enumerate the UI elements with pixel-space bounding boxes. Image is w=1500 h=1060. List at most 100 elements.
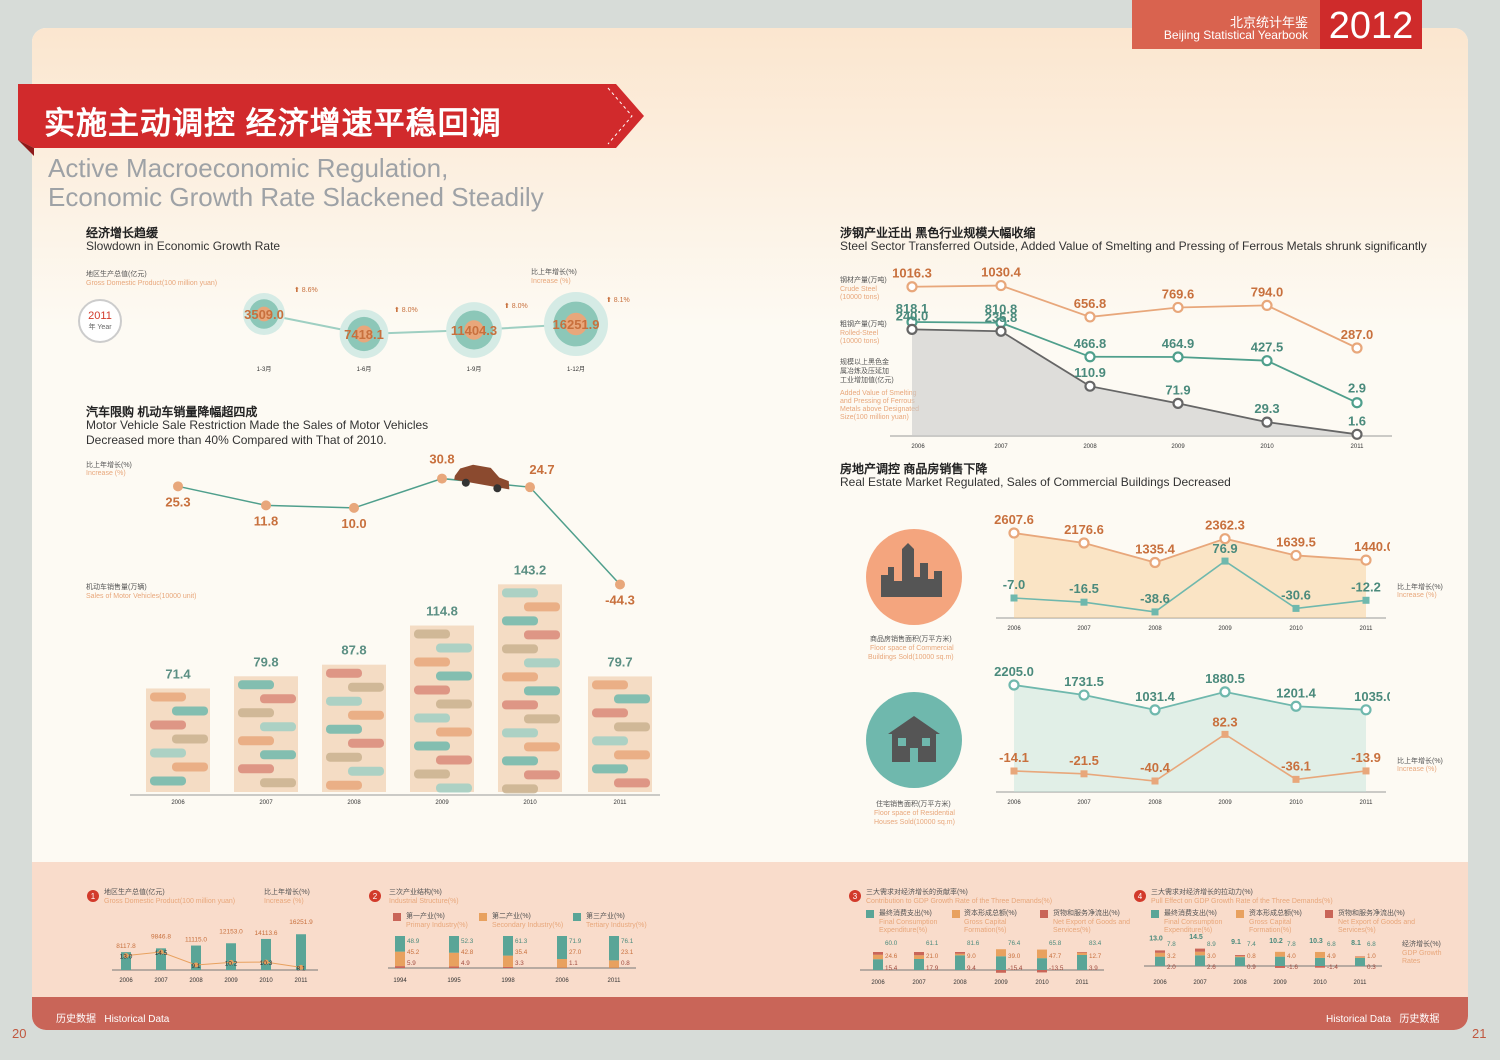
steel-rolled-label: 466.8 [1074, 336, 1107, 351]
vehicle-bar-car-pattern [150, 748, 186, 758]
residential-year-label: 2010 [1289, 800, 1303, 806]
vehicle-bar-car-pattern [414, 629, 450, 639]
vehicle-bar-car-pattern [172, 706, 208, 716]
resi-label-en2: Houses Sold(10000 sq.m) [874, 819, 955, 826]
yearbook-title-en: Beijing Statistical Yearbook [1163, 28, 1308, 42]
p2-title-en: Industrial Structure(%) [389, 898, 459, 905]
residential-year-label: 2007 [1077, 800, 1091, 806]
commercial-floor-chart: 2607.6 2176.6 1335.4 2362.3 1639.5 1440.0 -7.0… [994, 512, 1390, 632]
vehicle-sales-label: 71.4 [165, 666, 191, 681]
hist_contribution-consumption-label: 61.1 [926, 940, 939, 947]
hist-gdp-year-label: 2011 [295, 978, 309, 984]
rolled-label-en1: Rolled-Steel [840, 330, 879, 337]
p3-capital-en1: Gross Capital [964, 919, 1007, 926]
vehicle-bar-car-pattern [436, 727, 472, 737]
p4-netexport-en2: Services(%) [1338, 927, 1376, 934]
hist_structure-primary-label: 3.3 [515, 960, 524, 967]
rolled-label-en2: (10000 tons) [840, 338, 880, 345]
hist_pull-capital-label: 1.0 [1367, 953, 1376, 960]
steel-added-label: 110.9 [1074, 365, 1106, 380]
residential-increase-label: -40.4 [1140, 760, 1170, 775]
hist_pull-consumption-label: 8.9 [1207, 941, 1216, 948]
panel1-number: 1 [87, 890, 99, 902]
hist_structure-primary-bar [395, 966, 405, 968]
p4-legend-consumption [1151, 910, 1159, 918]
city-skyline-icon [866, 529, 962, 625]
hist_structure-year-label: 2006 [555, 978, 569, 984]
hist_structure-tertiary-label: 61.3 [515, 938, 528, 945]
p4-rate-en1: GDP Growth [1402, 950, 1442, 957]
p3-legend-consumption [866, 910, 874, 918]
vehicle-bar-car-pattern [238, 764, 274, 774]
vehicle-bar-car-pattern [260, 750, 296, 760]
steel-year-label: 2010 [1260, 444, 1274, 450]
vehicle-increase-line [177, 477, 621, 585]
gdp-bubble-core [464, 320, 484, 340]
residential-year-label: 2011 [1360, 800, 1374, 806]
residential-value-point [1290, 700, 1302, 712]
p2-primary-cn: 第一产业(%) [406, 913, 445, 920]
hist_contribution-netexport-label: 15.4 [885, 965, 898, 972]
footer-hist-cn-right: 历史数据 [1399, 1014, 1440, 1025]
hist_contribution-consumption-label: 65.8 [1049, 940, 1062, 947]
hist-gdp-increase-point [228, 959, 234, 965]
vehicle-bar-car-pattern [348, 738, 384, 748]
rolled-label-cn: 粗钢产量(万吨) [840, 321, 887, 328]
residential-value-label: 2205.0 [994, 664, 1034, 679]
hist_pull-consumption-label: 6.8 [1327, 941, 1336, 948]
vehicle-bar-car-pattern [348, 710, 384, 720]
yearbook-year: 2012 [1320, 0, 1422, 49]
p1-title-en: Gross Domestic Product(100 million yuan) [104, 898, 236, 905]
residential-year-label: 2008 [1148, 800, 1162, 806]
commercial-increase-label: -38.6 [1140, 591, 1170, 606]
steel-crude-label: 1030.4 [981, 265, 1022, 280]
hist-pull-growth-label: 10.3 [1309, 938, 1323, 945]
steel-rolled-label: 818.1 [896, 301, 929, 316]
footer-hist-en-right: Historical Data [1326, 1014, 1392, 1025]
vehicle-bar-car-pattern [238, 708, 274, 718]
vehicle-increase-point [173, 481, 183, 492]
added-label-cn3: 工业增加值(亿元) [840, 377, 894, 384]
hist_structure-secondary-bar [503, 955, 513, 967]
hist_contribution-consumption-bar [955, 955, 965, 970]
vehicle-bar-car-pattern [436, 699, 472, 709]
hist_pull-consumption-label: 6.8 [1367, 941, 1376, 948]
gdp-period-label: 1-3月 [257, 366, 272, 373]
hist_pull-netexport-bar [1155, 950, 1165, 953]
title-ribbon [18, 84, 644, 156]
hist_contribution-netexport-bar [1037, 970, 1047, 973]
vehicle-increase-point [525, 482, 535, 493]
page-title-en-line2: Economic Growth Rate Slackened Steadily [48, 182, 544, 212]
hist_pull-netexport-bar [1275, 966, 1285, 968]
steel-year-label: 2009 [1171, 444, 1185, 450]
hist_structure-primary-label: 4.9 [461, 960, 470, 967]
steel-added-label: 1.6 [1348, 413, 1366, 428]
vehicle-bar-car-pattern [524, 630, 560, 640]
hist_contribution-capital-bar [914, 955, 924, 960]
hist_pull-capital-label: 4.0 [1287, 953, 1296, 960]
vehicle-bar-car-pattern [524, 742, 560, 752]
hist_pull-capital-bar [1195, 951, 1205, 956]
commercial-value-label: 1639.5 [1276, 534, 1316, 549]
vehicle-bar-car-pattern [502, 700, 538, 710]
residential-increase-label: -13.9 [1351, 750, 1381, 765]
vehicle-bar-car-pattern [524, 686, 560, 696]
hist-pull-growth-label: 14.5 [1189, 934, 1203, 941]
vehicle-bar-car-pattern [502, 728, 538, 738]
p3-legend-capital [952, 910, 960, 918]
steel-crude-point [995, 279, 1007, 292]
footer-left-label: 历史数据 Historical Data [56, 1010, 169, 1025]
hist-gdp-increase-point [298, 964, 304, 970]
p3-capital-en2: Formation(%) [964, 927, 1007, 934]
hist-gdp-value-label: 12153.0 [219, 928, 243, 935]
commercial-increase-label: -7.0 [1003, 577, 1025, 592]
vehicle-bar-car-pattern [172, 762, 208, 772]
hist_contribution-netexport-label: -13.5 [1049, 965, 1064, 972]
gdp-growth-label: ⬆ 8.0% [504, 302, 528, 310]
hist_pull-netexport-label: 2.6 [1207, 964, 1216, 971]
hist_structure-secondary-label: 42.8 [461, 949, 474, 956]
vehicle-sales-label-en: Sales of Motor Vehicles(10000 unit) [86, 593, 197, 600]
steel-crude-label: 656.8 [1074, 296, 1107, 311]
commercial-value-label: 1440.0 [1354, 539, 1390, 554]
vehicle-bar-car-pattern [502, 616, 538, 626]
